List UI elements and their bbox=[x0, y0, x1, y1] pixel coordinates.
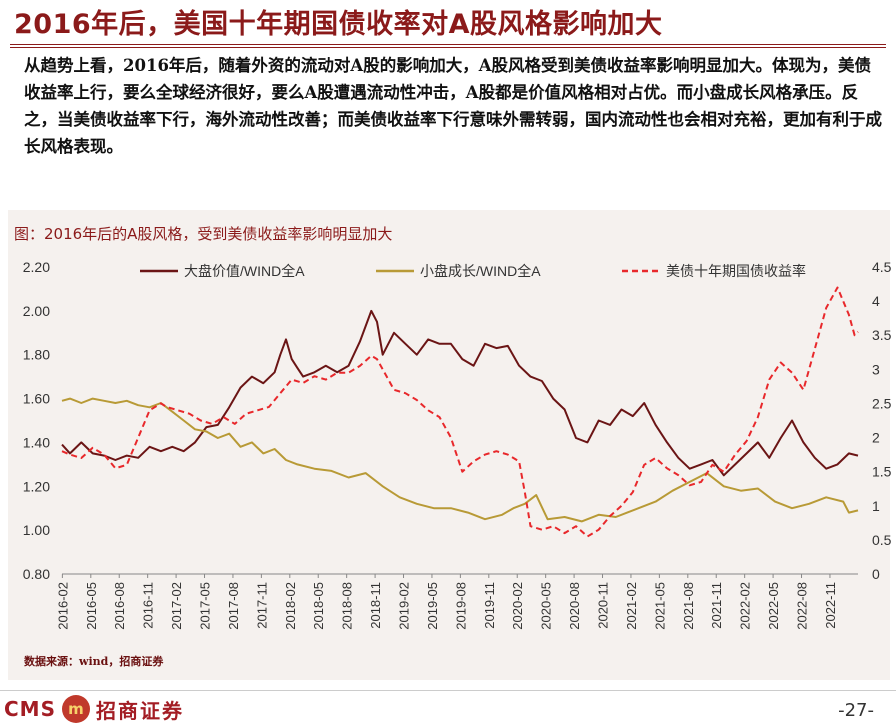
x-tick-label: 2020-05 bbox=[539, 582, 554, 630]
y-tick-label: 1.80 bbox=[23, 347, 50, 363]
x-tick-label: 2022-11 bbox=[823, 582, 838, 629]
series-us-yield-line bbox=[61, 286, 859, 538]
x-tick-label: 2016-11 bbox=[141, 582, 156, 629]
y-tick-label: 0.80 bbox=[23, 566, 50, 582]
y2-tick-label: 1.5 bbox=[872, 464, 892, 480]
x-tick-label: 2018-02 bbox=[283, 582, 298, 630]
y2-tick-label: 0.5 bbox=[872, 532, 892, 548]
y-tick-label: 2.00 bbox=[23, 303, 50, 319]
legend-label: 美债十年期国债收益率 bbox=[666, 263, 806, 279]
y-tick-label: 1.20 bbox=[23, 478, 50, 494]
y2-tick-label: 2.5 bbox=[872, 395, 892, 411]
x-tick-label: 2016-05 bbox=[84, 582, 99, 630]
logo-badge-icon: m bbox=[61, 695, 90, 723]
y-tick-label: 1.00 bbox=[23, 522, 50, 538]
logo-cms-text: CMS bbox=[4, 697, 56, 721]
x-tick-label: 2020-11 bbox=[596, 582, 611, 629]
x-tick-label: 2019-08 bbox=[453, 582, 468, 630]
data-source: 数据来源：wind，招商证券 bbox=[24, 655, 164, 668]
body-paragraph: 从趋势上看，2016年后，随着外资的流动对A股的影响加大，A股风格受到美债收益率… bbox=[24, 56, 882, 156]
footer-divider bbox=[0, 690, 896, 691]
x-tick-label: 2016-02 bbox=[55, 582, 70, 630]
y2-tick-label: 0 bbox=[872, 566, 880, 582]
legend-label: 小盘成长/WIND全A bbox=[420, 263, 541, 279]
chart-background bbox=[8, 210, 890, 680]
x-tick-label: 2017-05 bbox=[198, 582, 213, 630]
y-tick-label: 1.40 bbox=[23, 434, 50, 450]
x-tick-label: 2018-11 bbox=[368, 582, 383, 629]
chart-caption: 图：2016年后的A股风格，受到美债收益率影响明显加大 bbox=[14, 225, 393, 243]
x-tick-label: 2019-05 bbox=[425, 582, 440, 630]
x-tick-label: 2019-11 bbox=[482, 582, 497, 629]
legend-label: 大盘价值/WIND全A bbox=[184, 263, 305, 279]
y-tick-label: 1.60 bbox=[23, 391, 50, 407]
x-tick-label: 2017-02 bbox=[169, 582, 184, 630]
x-tick-label: 2021-05 bbox=[652, 582, 667, 630]
x-tick-label: 2022-08 bbox=[795, 582, 810, 630]
x-tick-label: 2020-02 bbox=[510, 582, 525, 630]
x-tick-label: 2021-02 bbox=[624, 582, 639, 630]
x-tick-label: 2022-05 bbox=[766, 582, 781, 630]
x-tick-label: 2021-08 bbox=[681, 582, 696, 630]
title-divider bbox=[10, 44, 886, 45]
y2-tick-label: 1 bbox=[872, 498, 880, 514]
y2-tick-label: 4.5 bbox=[872, 259, 892, 275]
x-tick-label: 2018-05 bbox=[311, 582, 326, 630]
y-tick-label: 2.20 bbox=[23, 259, 50, 275]
title-divider-secondary bbox=[10, 47, 886, 48]
page-number: -27- bbox=[838, 700, 874, 721]
y2-tick-label: 3.5 bbox=[872, 327, 892, 343]
series-small-growth-line bbox=[61, 397, 859, 523]
y2-tick-label: 3 bbox=[872, 361, 880, 377]
x-tick-label: 2020-08 bbox=[567, 582, 582, 630]
company-logo: CMS m 招商证券 bbox=[4, 694, 184, 724]
y2-tick-label: 4 bbox=[872, 293, 880, 309]
x-tick-label: 2019-02 bbox=[397, 582, 412, 630]
x-tick-label: 2017-11 bbox=[254, 582, 269, 629]
x-tick-label: 2016-08 bbox=[112, 582, 127, 630]
x-tick-label: 2017-08 bbox=[226, 582, 241, 630]
logo-company-name: 招商证券 bbox=[95, 698, 184, 723]
x-tick-label: 2018-08 bbox=[340, 582, 355, 630]
y2-tick-label: 2 bbox=[872, 430, 880, 446]
page-title: 2016年后，美国十年期国债收率对A股风格影响加大 bbox=[14, 9, 663, 40]
x-tick-label: 2022-02 bbox=[738, 582, 753, 630]
x-tick-label: 2021-11 bbox=[709, 582, 724, 629]
